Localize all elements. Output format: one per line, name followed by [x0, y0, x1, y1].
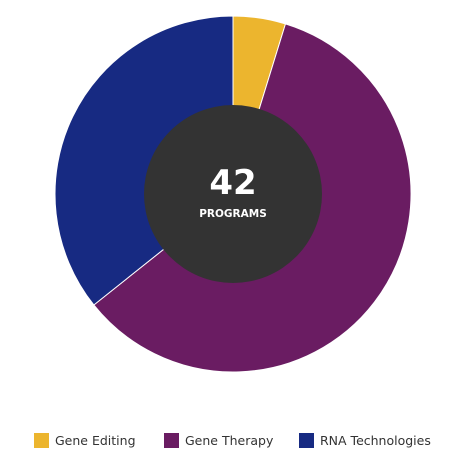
chart-legend: Gene Editing Gene Therapy RNA Technologi… — [0, 430, 465, 450]
legend-swatch-gene-therapy — [164, 432, 179, 448]
donut-center-disc — [144, 105, 322, 283]
legend-swatch-gene-editing — [34, 432, 49, 448]
legend-swatch-rna-technologies — [299, 432, 314, 448]
center-count: 42 — [209, 163, 256, 203]
legend-label-rna-technologies: RNA Technologies — [320, 432, 431, 448]
donut-chart: 42 PROGRAMS — [54, 15, 412, 373]
center-label: PROGRAMS — [199, 208, 267, 220]
legend-label-gene-therapy: Gene Therapy — [185, 432, 274, 448]
legend-item-gene-editing[interactable]: Gene Editing — [34, 430, 136, 450]
slice-rna-technologies[interactable] — [54, 15, 234, 306]
legend-label-gene-editing: Gene Editing — [55, 432, 136, 448]
legend-item-rna-technologies[interactable]: RNA Technologies — [299, 430, 431, 450]
legend-item-gene-therapy[interactable]: Gene Therapy — [164, 430, 273, 450]
